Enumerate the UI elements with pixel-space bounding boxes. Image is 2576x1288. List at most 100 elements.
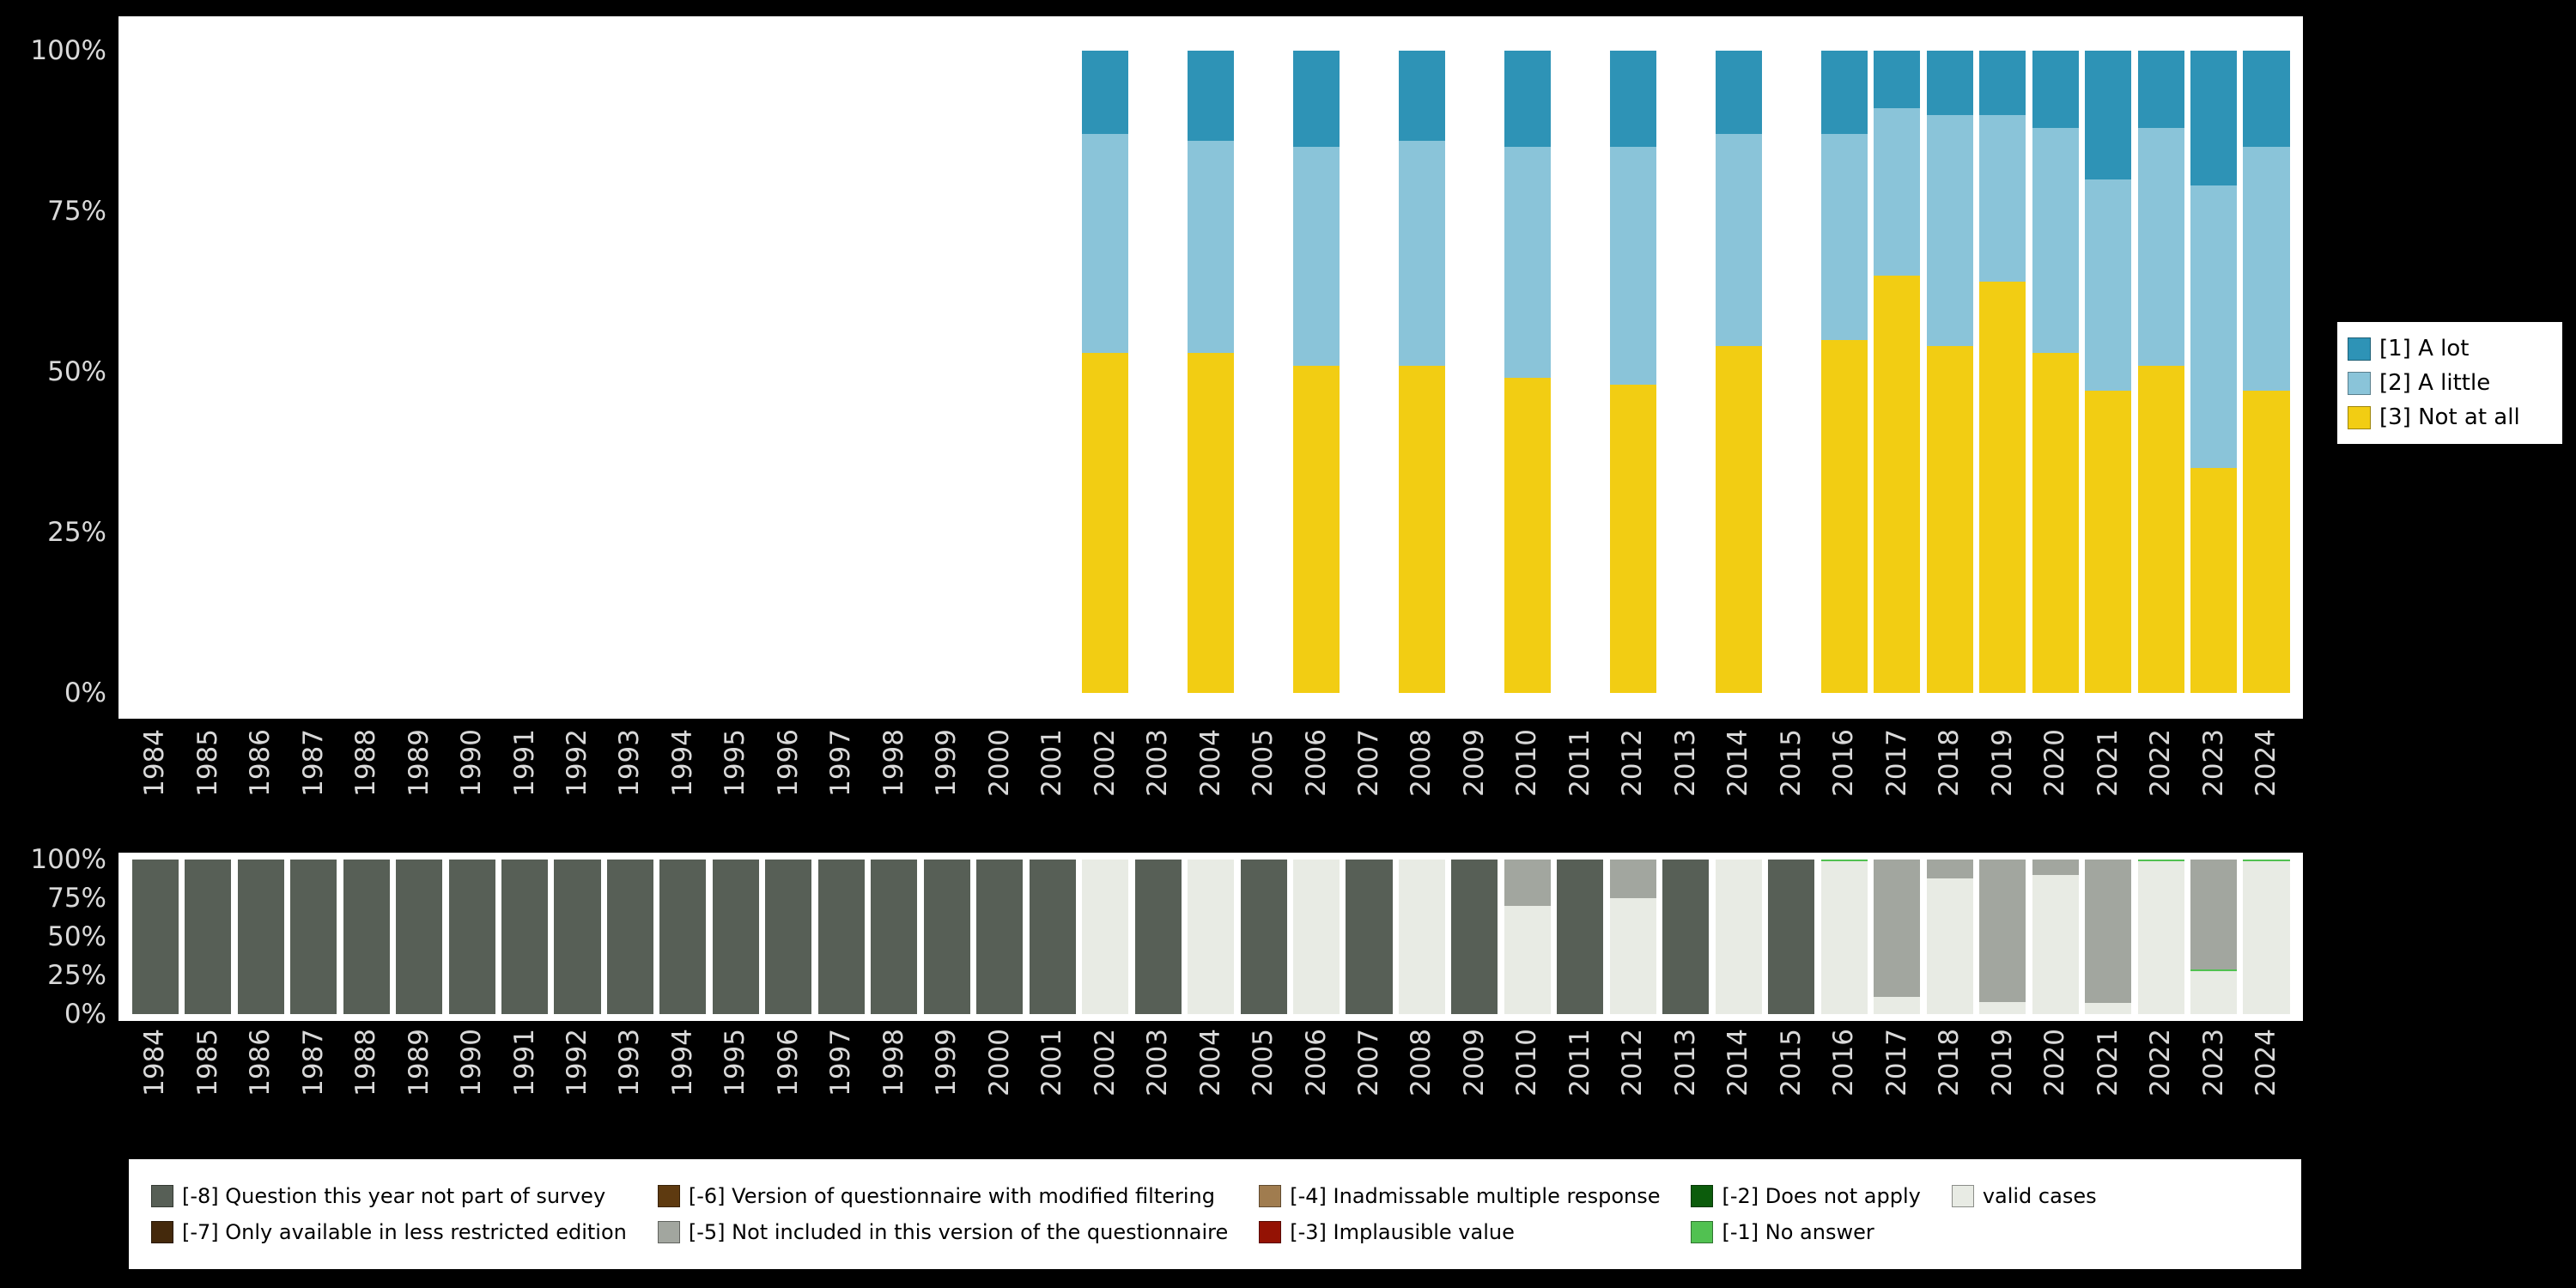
- bar-segment: [1715, 51, 1762, 135]
- bar-slot-1988: [340, 860, 392, 1014]
- x-tick-2012: 2012: [1607, 1029, 1659, 1125]
- x-tick-label: 2021: [2092, 729, 2123, 797]
- legend-swatch: [657, 1185, 680, 1207]
- legend-label: [-8] Question this year not part of surv…: [182, 1184, 606, 1208]
- x-tick-label: 1991: [508, 1029, 540, 1097]
- stacked-bar-1999: [923, 860, 970, 1014]
- bar-segment: [1293, 860, 1340, 1014]
- stacked-bar-2000: [976, 51, 1023, 693]
- bar-slot-1991: [498, 51, 550, 693]
- bar-segment: [1926, 878, 1973, 1014]
- bar-segment: [1979, 860, 2026, 1002]
- bar-slot-2012: [1607, 860, 1659, 1014]
- stacked-bar-2023: [2190, 860, 2238, 1014]
- bar-segment: [1979, 114, 2026, 283]
- bar-slot-2000: [974, 860, 1026, 1014]
- bar-segment: [2085, 391, 2132, 693]
- legend-swatch: [1259, 1221, 1282, 1243]
- legend-label: [-5] Not included in this version of the…: [688, 1220, 1229, 1244]
- x-tick-2010: 2010: [1501, 1029, 1553, 1125]
- bar-segment: [1874, 51, 1921, 109]
- legend-swatch: [1259, 1185, 1282, 1207]
- bar-segment: [448, 860, 495, 1014]
- x-tick-label: 2006: [1300, 729, 1332, 797]
- stacked-bar-2020: [2032, 51, 2079, 693]
- stacked-bar-2001: [1030, 51, 1076, 693]
- stacked-bar-2018: [1926, 860, 1973, 1014]
- legend-item: [-2] Does not apply: [1691, 1184, 1921, 1208]
- stacked-bar-1986: [238, 51, 284, 693]
- x-tick-label: 2002: [1089, 729, 1121, 797]
- x-tick-1988: 1988: [340, 729, 392, 825]
- x-tick-label: 1985: [191, 1029, 223, 1097]
- x-tick-label: 2011: [1564, 1029, 1595, 1097]
- legend-item: [2] A little: [2348, 370, 2552, 396]
- x-tick-label: 2005: [1248, 1029, 1279, 1097]
- bar-segment: [2085, 179, 2132, 392]
- x-tick-1988: 1988: [340, 1029, 392, 1125]
- bar-slot-2010: [1501, 860, 1553, 1014]
- bar-segment: [1926, 114, 1973, 347]
- bar-slot-1990: [446, 860, 498, 1014]
- bar-slot-1993: [604, 51, 656, 693]
- bar-segment: [131, 860, 179, 1014]
- stacked-bar-2019: [1979, 51, 2026, 693]
- x-tick-label: 2011: [1564, 729, 1595, 797]
- bar-segment: [1609, 147, 1656, 385]
- stacked-bar-2000: [976, 860, 1024, 1014]
- x-tick-label: 2024: [2250, 1029, 2281, 1097]
- y-tick-label: 100%: [30, 35, 106, 66]
- x-tick-2021: 2021: [2081, 729, 2134, 825]
- stacked-bar-2015: [1768, 51, 1814, 693]
- bar-segment: [1979, 282, 2026, 693]
- x-tick-2001: 2001: [1026, 1029, 1078, 1125]
- x-tick-2004: 2004: [1184, 1029, 1236, 1125]
- bar-slot-2022: [2135, 860, 2187, 1014]
- bar-segment: [2085, 860, 2132, 1004]
- bar-segment: [2190, 860, 2238, 969]
- x-tick-2019: 2019: [1976, 729, 2028, 825]
- x-tick-2014: 2014: [1712, 729, 1765, 825]
- stacked-bar-2009: [1451, 51, 1498, 693]
- x-tick-2015: 2015: [1765, 1029, 1818, 1125]
- x-tick-2005: 2005: [1237, 1029, 1290, 1125]
- x-tick-2017: 2017: [1870, 729, 1923, 825]
- bar-slot-2017: [1870, 860, 1923, 1014]
- x-tick-label: 1991: [508, 729, 540, 797]
- x-tick-label: 1987: [297, 1029, 329, 1097]
- x-tick-label: 1993: [614, 729, 646, 797]
- bar-segment: [1398, 365, 1446, 693]
- bar-slot-2018: [1923, 51, 1976, 693]
- x-tick-2016: 2016: [1818, 729, 1870, 825]
- legend-label: [-4] Inadmissable multiple response: [1290, 1184, 1661, 1208]
- x-tick-2012: 2012: [1607, 729, 1659, 825]
- x-tick-label: 1986: [245, 1029, 276, 1097]
- x-tick-2005: 2005: [1237, 729, 1290, 825]
- x-tick-1987: 1987: [287, 729, 339, 825]
- bar-segment: [1926, 51, 1973, 115]
- x-tick-2022: 2022: [2135, 729, 2187, 825]
- stacked-bar-2001: [1029, 860, 1076, 1014]
- legend-item: [-7] Only available in less restricted e…: [151, 1220, 627, 1244]
- x-tick-label: 2023: [2197, 1029, 2229, 1097]
- stacked-bar-1995: [713, 51, 759, 693]
- bar-segment: [1188, 860, 1235, 1014]
- x-tick-label: 2002: [1089, 1029, 1121, 1097]
- bar-slot-2023: [2187, 51, 2239, 693]
- bar-slot-2021: [2081, 51, 2134, 693]
- top-chart-bars: [129, 51, 2293, 693]
- stacked-bar-2010: [1504, 51, 1551, 693]
- bar-slot-1999: [920, 51, 973, 693]
- stacked-bar-2006: [1293, 51, 1340, 693]
- stacked-bar-2015: [1768, 860, 1815, 1014]
- x-tick-label: 2020: [2039, 1029, 2071, 1097]
- legend-label: valid cases: [1982, 1184, 2097, 1208]
- y-tick-label: 100%: [30, 844, 106, 875]
- x-tick-1990: 1990: [446, 729, 498, 825]
- bar-slot-1995: [709, 51, 762, 693]
- bar-slot-2008: [1395, 860, 1448, 1014]
- stacked-bar-2012: [1609, 51, 1656, 693]
- x-tick-2011: 2011: [1554, 729, 1607, 825]
- bar-segment: [2137, 860, 2184, 1014]
- legend-swatch: [1691, 1221, 1714, 1243]
